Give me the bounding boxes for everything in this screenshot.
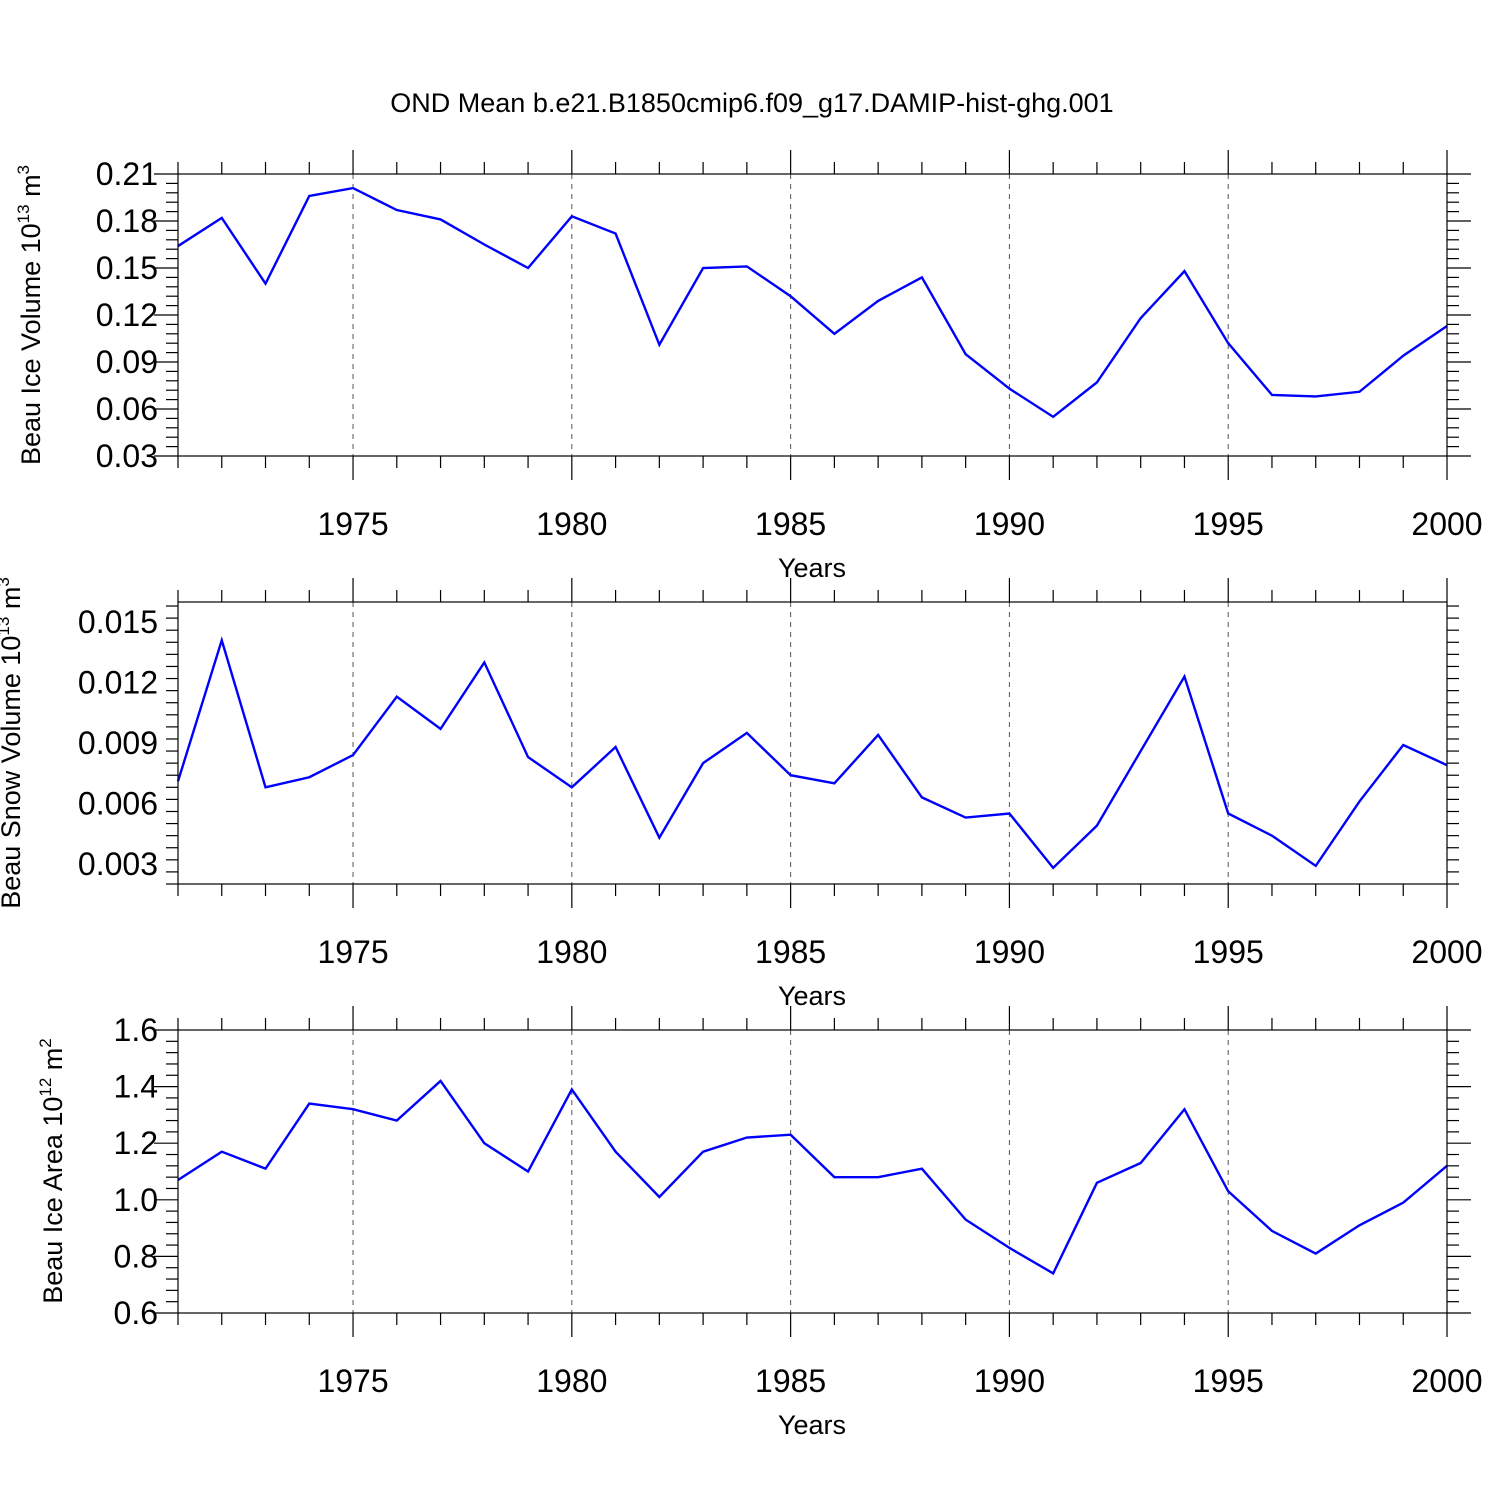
y-axis-title-main: Beau Snow Volume 10 bbox=[0, 636, 26, 909]
y-tick-label: 1.0 bbox=[114, 1182, 158, 1218]
y-axis-title-unit-exp: 3 bbox=[14, 165, 33, 174]
y-tick-label: 0.15 bbox=[96, 250, 158, 286]
y-tick-label: 1.2 bbox=[114, 1125, 158, 1161]
y-axis-title-exp: 12 bbox=[36, 1078, 55, 1097]
x-tick-label: 1985 bbox=[755, 506, 826, 542]
y-axis-title-main: Beau Ice Volume 10 bbox=[16, 223, 46, 465]
plot-frame bbox=[177, 173, 1448, 457]
y-axis-title-unit: m bbox=[38, 1048, 68, 1078]
y-axis-title: Beau Ice Volume 1013 m3 bbox=[14, 165, 46, 465]
y-axis-title-unit: m bbox=[0, 587, 26, 617]
x-tick-label: 1995 bbox=[1193, 934, 1264, 970]
series-line bbox=[176, 636, 1448, 870]
x-tick-label: 1985 bbox=[755, 1363, 826, 1399]
x-tick-label: 2000 bbox=[1411, 934, 1482, 970]
x-axis-title: Years bbox=[778, 1410, 846, 1440]
y-axis-title-exp: 13 bbox=[0, 617, 13, 636]
y-tick-label: 0.09 bbox=[96, 344, 158, 380]
y-tick-label: 0.12 bbox=[96, 297, 158, 333]
y-axis-title-unit: m bbox=[16, 174, 46, 204]
y-axis-title: Beau Snow Volume 1013 m3 bbox=[0, 577, 26, 909]
x-tick-label: 1990 bbox=[974, 1363, 1045, 1399]
y-tick-label: 1.4 bbox=[114, 1069, 158, 1105]
y-tick-label: 0.015 bbox=[78, 604, 158, 640]
y-tick-label: 0.8 bbox=[114, 1238, 158, 1274]
x-tick-label: 2000 bbox=[1411, 506, 1482, 542]
figure-title: OND Mean b.e21.B1850cmip6.f09_g17.DAMIP-… bbox=[390, 88, 1113, 118]
series-line bbox=[177, 186, 1448, 419]
x-tick-label: 1980 bbox=[536, 1363, 607, 1399]
y-axis-title: Beau Ice Area 1012 m2 bbox=[36, 1038, 68, 1304]
x-tick-label: 1980 bbox=[536, 934, 607, 970]
x-tick-label: 1975 bbox=[317, 1363, 388, 1399]
y-axis-title-main: Beau Ice Area 10 bbox=[38, 1097, 68, 1304]
x-axis-title: Years bbox=[778, 981, 846, 1011]
series-line bbox=[177, 1079, 1448, 1276]
panel-1: 1975 1980 1985 1990 1995 2000 Years 0.03 0.06 0.0… bbox=[14, 150, 1483, 583]
x-axis-title: Years bbox=[778, 553, 846, 583]
y-tick-label: 0.18 bbox=[96, 203, 158, 239]
y-tick-label: 1.6 bbox=[114, 1012, 158, 1048]
y-axis-title-unit-exp: 3 bbox=[0, 577, 13, 586]
x-tick-label: 1975 bbox=[317, 934, 388, 970]
x-tick-label: 1995 bbox=[1193, 506, 1264, 542]
plot-frame bbox=[177, 1029, 1448, 1314]
x-tick-label: 1975 bbox=[317, 506, 388, 542]
panel-3: 1975 1980 1985 1990 1995 2000 Years 0.6 0.8 1.0 1.… bbox=[36, 1006, 1483, 1440]
plot-frame bbox=[177, 601, 1448, 885]
x-tick-label: 1990 bbox=[974, 506, 1045, 542]
y-tick-label: 0.003 bbox=[78, 846, 158, 882]
y-tick-label: 0.012 bbox=[78, 665, 158, 701]
panel-2: 1975 1980 1985 1990 1995 2000 Years 0.003 0.006 0… bbox=[0, 577, 1483, 1011]
y-axis-title-exp: 13 bbox=[14, 204, 33, 223]
y-tick-label: 0.6 bbox=[114, 1295, 158, 1331]
x-tick-label: 1990 bbox=[974, 934, 1045, 970]
x-tick-label: 1980 bbox=[536, 506, 607, 542]
y-tick-label: 0.06 bbox=[96, 391, 158, 427]
y-axis-title-unit-exp: 2 bbox=[36, 1038, 55, 1047]
y-tick-label: 0.009 bbox=[78, 725, 158, 761]
x-tick-label: 1995 bbox=[1193, 1363, 1264, 1399]
panels: 1975 1980 1985 1990 1995 2000 Years 0.03 0.06 0.0… bbox=[0, 150, 1483, 1440]
x-tick-label: 1985 bbox=[755, 934, 826, 970]
x-tick-label: 2000 bbox=[1411, 1363, 1482, 1399]
y-tick-label: 0.03 bbox=[96, 438, 158, 474]
y-tick-label: 0.21 bbox=[96, 156, 158, 192]
y-tick-label: 0.006 bbox=[78, 785, 158, 821]
